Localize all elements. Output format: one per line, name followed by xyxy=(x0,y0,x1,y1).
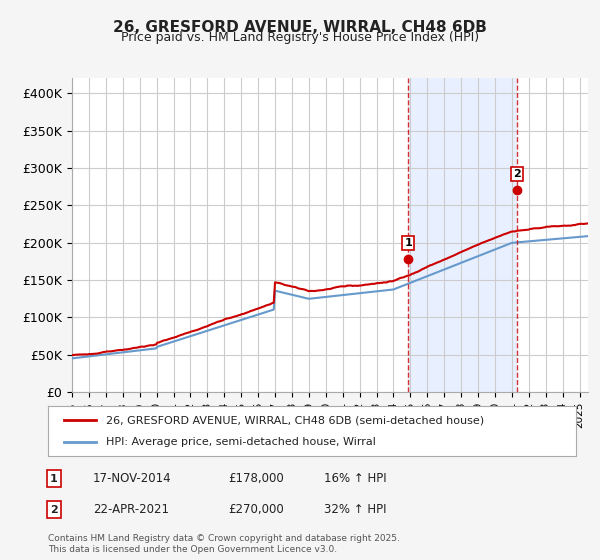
Text: 26, GRESFORD AVENUE, WIRRAL, CH48 6DB: 26, GRESFORD AVENUE, WIRRAL, CH48 6DB xyxy=(113,20,487,35)
Text: Contains HM Land Registry data © Crown copyright and database right 2025.
This d: Contains HM Land Registry data © Crown c… xyxy=(48,534,400,554)
Text: 2: 2 xyxy=(513,169,521,179)
Text: 1: 1 xyxy=(404,238,412,248)
Text: £178,000: £178,000 xyxy=(228,472,284,486)
Text: 16% ↑ HPI: 16% ↑ HPI xyxy=(324,472,386,486)
Text: 2: 2 xyxy=(50,505,58,515)
Text: 1: 1 xyxy=(50,474,58,484)
Text: 17-NOV-2014: 17-NOV-2014 xyxy=(93,472,172,486)
Text: 26, GRESFORD AVENUE, WIRRAL, CH48 6DB (semi-detached house): 26, GRESFORD AVENUE, WIRRAL, CH48 6DB (s… xyxy=(106,415,484,425)
Text: £270,000: £270,000 xyxy=(228,503,284,516)
Text: HPI: Average price, semi-detached house, Wirral: HPI: Average price, semi-detached house,… xyxy=(106,437,376,447)
Text: Price paid vs. HM Land Registry's House Price Index (HPI): Price paid vs. HM Land Registry's House … xyxy=(121,31,479,44)
Text: 32% ↑ HPI: 32% ↑ HPI xyxy=(324,503,386,516)
Text: 22-APR-2021: 22-APR-2021 xyxy=(93,503,169,516)
Bar xyxy=(409,78,517,392)
